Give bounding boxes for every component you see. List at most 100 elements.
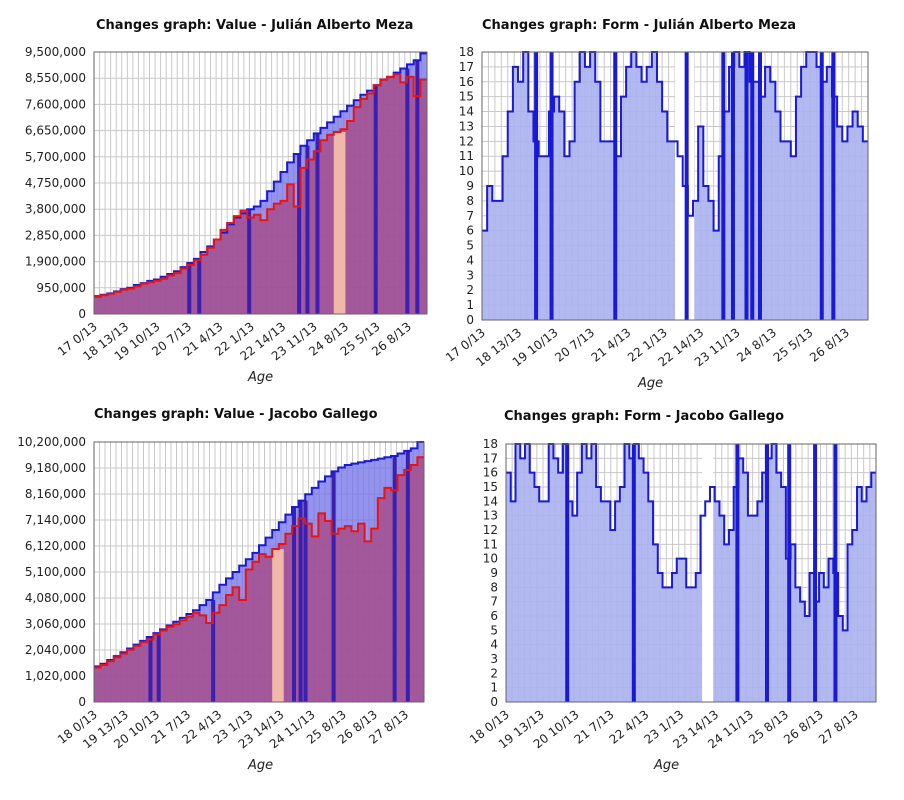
drop-bar [757,52,762,320]
drop-bar [305,145,310,314]
drop-bar [405,68,410,315]
y-tick-label: 2 [466,283,474,297]
x-axis-label: Age [248,758,274,773]
y-tick-label: 5 [466,239,474,253]
drop-bar [247,209,252,314]
y-tick-label: 6,120,000 [25,539,86,553]
y-tick-label: 11 [483,537,498,551]
y-tick-label: 0 [78,695,86,709]
drop-bar [315,133,320,314]
drop-bar [534,52,539,320]
y-tick-label: 1 [466,298,474,312]
y-tick-label: 6,650,000 [25,124,86,138]
y-tick-label: 1 [490,681,498,695]
chart-title: Changes graph: Value - Julián Alberto Me… [96,18,414,33]
y-tick-label: 18 [483,437,498,451]
drop-bar [292,507,296,702]
drop-bar [549,52,554,320]
drop-bar [613,52,618,320]
drop-bar [415,60,420,315]
y-tick-label: 7 [466,209,474,223]
plot-frame [93,441,425,703]
chart-value-meza: 9,500,000 8,550,000 7,600,000 6,650,000 5,70… [25,45,428,363]
y-tick-label: 9,500,000 [25,45,86,59]
y-tick-label: 6 [466,224,474,238]
y-tick-label: 0 [490,695,498,709]
y-tick-label: 9 [490,566,498,580]
y-tick-label: 2 [490,666,498,680]
plot-frame [481,51,869,321]
y-tick-label: 7,600,000 [25,97,86,111]
y-tick-label: 18 [459,45,474,59]
chart-panel-value-meza: Changes graph: Value - Julián Alberto Me… [0,0,450,400]
chart-title: Changes graph: Value - Jacobo Gallego [94,407,378,422]
chart-panel-form-gallego: Changes graph: Form - Jacobo Gallego 18 1… [450,400,904,800]
y-tick-label: 12 [459,134,474,148]
y-tick-label: 12 [483,523,498,537]
drop-bar [631,444,636,702]
y-tick-label: 15 [459,90,474,104]
chart-panel-value-gallego: Changes graph: Value - Jacobo Gallego 10… [0,400,450,800]
gap-region [702,444,714,702]
x-tick-label: 27 8/13 [816,707,861,746]
drop-bar [298,500,303,702]
y-tick-label: 5,100,000 [25,565,86,579]
plot-frame [93,51,428,315]
y-tick-label: 14 [459,105,474,119]
drop-bar [787,444,792,702]
y-tick-label: 14 [483,494,498,508]
y-tick-label: 9,180,000 [25,461,86,475]
y-tick-label: 6 [490,609,498,623]
y-tick-label: 0 [78,307,86,321]
y-tick-label: 7 [490,595,498,609]
y-tick-label: 8,550,000 [25,71,86,85]
drop-bar [303,500,308,702]
series-area-1 [506,444,876,702]
y-tick-label: 3 [466,268,474,282]
y-tick-label: 17 [483,451,498,465]
drop-bar [819,52,824,320]
chart-panel-form-meza: Changes graph: Form - Julián Alberto Mez… [443,0,904,400]
y-tick-label: 8 [466,194,474,208]
y-tick-label: 8,160,000 [25,487,86,501]
drop-bar [405,450,410,702]
y-tick-label: 1,900,000 [25,255,86,269]
series-line-2 [94,73,427,298]
x-tick-label: 25 5/13 [771,325,816,364]
y-tick-label: 2,850,000 [25,228,86,242]
y-tick-label: 1,020,000 [25,669,86,683]
y-tick-label: 5,700,000 [25,150,86,164]
series-line-1 [94,441,424,668]
x-tick-label: 26 8/13 [807,325,852,364]
y-tick-label: 950,000 [36,281,86,295]
drop-bar [211,600,216,702]
series-line-1 [482,51,868,232]
chart-value-gallego: 10,200,000 9,180,000 8,160,000 7,140,000 6,1… [17,435,425,751]
y-tick-label: 10 [459,164,474,178]
y-tick-label: 16 [483,466,498,480]
drop-bar [831,52,836,320]
y-tick-label: 4,080,000 [25,591,86,605]
y-tick-label: 3 [490,652,498,666]
y-tick-label: 4,750,000 [25,176,86,190]
gap-highlight [272,549,284,702]
gap-highlight [333,131,346,314]
y-tick-label: 4 [490,638,498,652]
y-tick-label: 3,060,000 [25,617,86,631]
drop-bar [148,637,153,702]
x-tick-label: 21 4/13 [589,325,634,364]
y-tick-label: 10 [483,552,498,566]
x-axis-label: Age [654,758,680,773]
y-tick-label: 13 [483,509,498,523]
drop-bar [765,444,769,702]
y-tick-label: 0 [466,313,474,327]
y-tick-label: 8 [490,580,498,594]
drop-bar [735,444,740,702]
chart-title: Changes graph: Form - Jacobo Gallego [504,409,785,424]
drop-bar [750,52,755,320]
drop-bar [392,456,397,702]
x-axis-label: Age [638,376,664,391]
plot-frame [505,443,877,703]
